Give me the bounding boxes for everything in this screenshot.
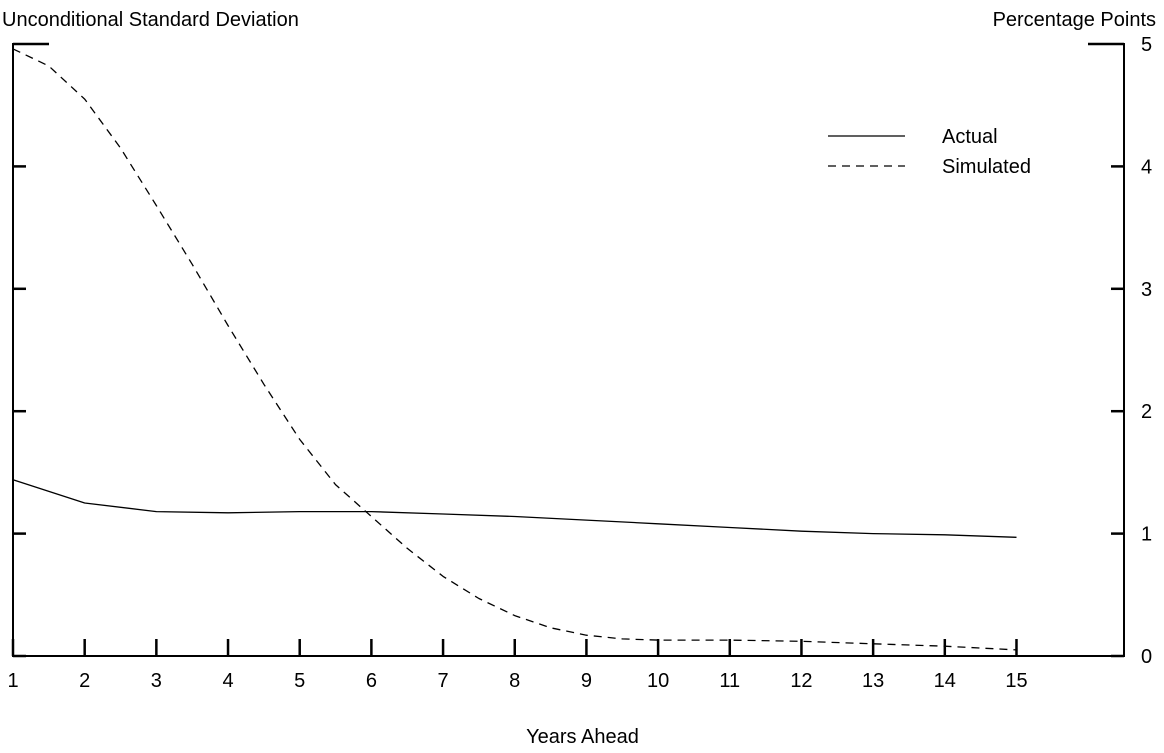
series-line-actual xyxy=(12,479,1017,538)
x-tick-label: 5 xyxy=(294,670,305,692)
x-tick-label: 15 xyxy=(1005,670,1027,692)
x-tick-label: 14 xyxy=(934,670,956,692)
series-line-simulated xyxy=(12,48,1017,651)
x-tick-label: 10 xyxy=(647,670,669,692)
y-tick-label: 3 xyxy=(1141,279,1152,301)
x-tick-label: 7 xyxy=(438,670,449,692)
x-axis-label: Years Ahead xyxy=(526,726,639,748)
x-tick-label: 1 xyxy=(7,670,18,692)
legend-label-actual: Actual xyxy=(942,126,998,148)
x-tick-label: 11 xyxy=(719,670,740,692)
x-tick-label: 3 xyxy=(151,670,162,692)
x-tick-label: 12 xyxy=(790,670,812,692)
x-tick-label: 8 xyxy=(509,670,520,692)
x-tick-label: 2 xyxy=(79,670,90,692)
right-axis-title: Percentage Points xyxy=(992,9,1156,31)
y-tick-label: 0 xyxy=(1141,646,1152,668)
y-tick-label: 4 xyxy=(1141,156,1152,178)
x-tick-label: 4 xyxy=(222,670,233,692)
y-tick-label: 5 xyxy=(1141,34,1152,56)
legend-label-simulated: Simulated xyxy=(942,156,1031,178)
y-tick-label: 1 xyxy=(1141,524,1152,546)
x-tick-label: 6 xyxy=(366,670,377,692)
y-tick-label: 2 xyxy=(1141,401,1152,423)
left-axis-title: Unconditional Standard Deviation xyxy=(2,9,299,31)
x-tick-label: 13 xyxy=(862,670,884,692)
x-tick-label: 9 xyxy=(581,670,592,692)
